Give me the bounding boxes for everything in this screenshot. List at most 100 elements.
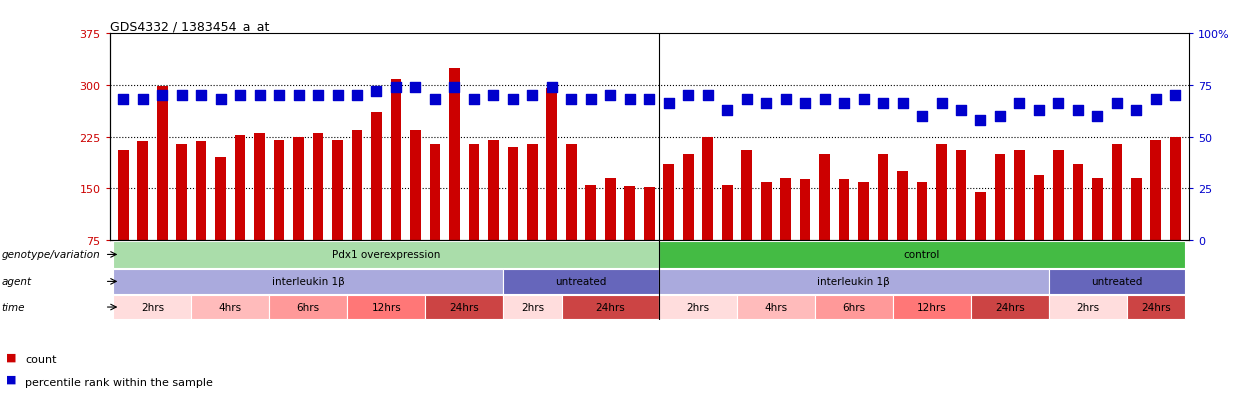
Bar [682,154,693,292]
Bar [527,144,538,292]
Bar [893,295,971,320]
Bar [1127,295,1185,320]
Bar [815,295,893,320]
Point [620,97,640,103]
Point [581,97,601,103]
Bar [113,269,503,294]
Bar [995,154,1006,292]
Text: interleukin 1β: interleukin 1β [818,277,890,287]
Bar [1015,151,1025,292]
Point [951,107,971,114]
Text: Pdx1 overexpression: Pdx1 overexpression [332,250,441,260]
Text: 2hrs: 2hrs [141,302,164,312]
Bar [1072,165,1083,292]
Text: time: time [1,302,25,312]
Bar [605,179,616,292]
Point [503,97,523,103]
Point [425,97,444,103]
Bar [1112,144,1122,292]
Bar [426,295,503,320]
Bar [410,131,421,292]
Point [697,93,717,99]
Bar [936,144,947,292]
Bar [430,144,441,292]
Bar [351,131,362,292]
Point [717,107,737,114]
Point [1165,93,1185,99]
Point [406,84,426,91]
Text: 24hrs: 24hrs [595,302,625,312]
Bar [1092,179,1103,292]
Text: count: count [25,354,56,364]
Point [483,93,503,99]
Bar [1170,137,1180,292]
Point [600,93,620,99]
Bar [799,180,810,292]
Point [308,93,327,99]
Bar [274,141,284,292]
Point [854,97,874,103]
Point [971,117,991,124]
Point [893,101,913,107]
Text: 12hrs: 12hrs [916,302,946,312]
Bar [1048,295,1127,320]
Bar [468,144,479,292]
Bar [1048,269,1185,294]
Point [386,84,406,91]
Text: 24hrs: 24hrs [449,302,479,312]
Bar [371,113,382,292]
Text: agent: agent [1,277,31,287]
Bar [347,295,426,320]
Bar [898,172,908,292]
Point [756,101,776,107]
Bar [561,295,659,320]
Point [1068,107,1088,114]
Bar [858,182,869,292]
Point [152,93,172,99]
Text: ■: ■ [6,374,16,384]
Bar [956,151,966,292]
Point [834,101,854,107]
Point [444,84,464,91]
Point [1145,97,1165,103]
Point [464,97,484,103]
Text: percentile rank within the sample: percentile rank within the sample [25,377,213,387]
Point [523,93,543,99]
Point [931,101,951,107]
Bar [971,295,1048,320]
Text: 6hrs: 6hrs [296,302,320,312]
Text: 6hrs: 6hrs [843,302,865,312]
Bar [312,134,324,292]
Text: control: control [904,250,940,260]
Text: 4hrs: 4hrs [764,302,788,312]
Point [873,101,893,107]
Point [913,113,933,120]
Point [1127,107,1147,114]
Bar [659,295,737,320]
Bar [819,154,830,292]
Bar [1053,151,1063,292]
Bar [449,68,459,292]
Bar [625,187,635,292]
Bar [118,151,128,292]
Point [289,93,309,99]
Text: 12hrs: 12hrs [371,302,401,312]
Bar [195,142,207,292]
Point [542,84,561,91]
Text: untreated: untreated [555,277,606,287]
Text: 2hrs: 2hrs [520,302,544,312]
Bar [916,182,928,292]
Bar [503,295,561,320]
Point [269,93,289,99]
Bar [664,165,674,292]
Point [659,101,679,107]
Bar [177,144,187,292]
Bar [1033,175,1045,292]
Point [210,97,230,103]
Point [366,88,386,95]
Point [172,93,192,99]
Point [1048,101,1068,107]
Bar [293,137,304,292]
Bar [547,89,558,292]
Point [679,93,698,99]
